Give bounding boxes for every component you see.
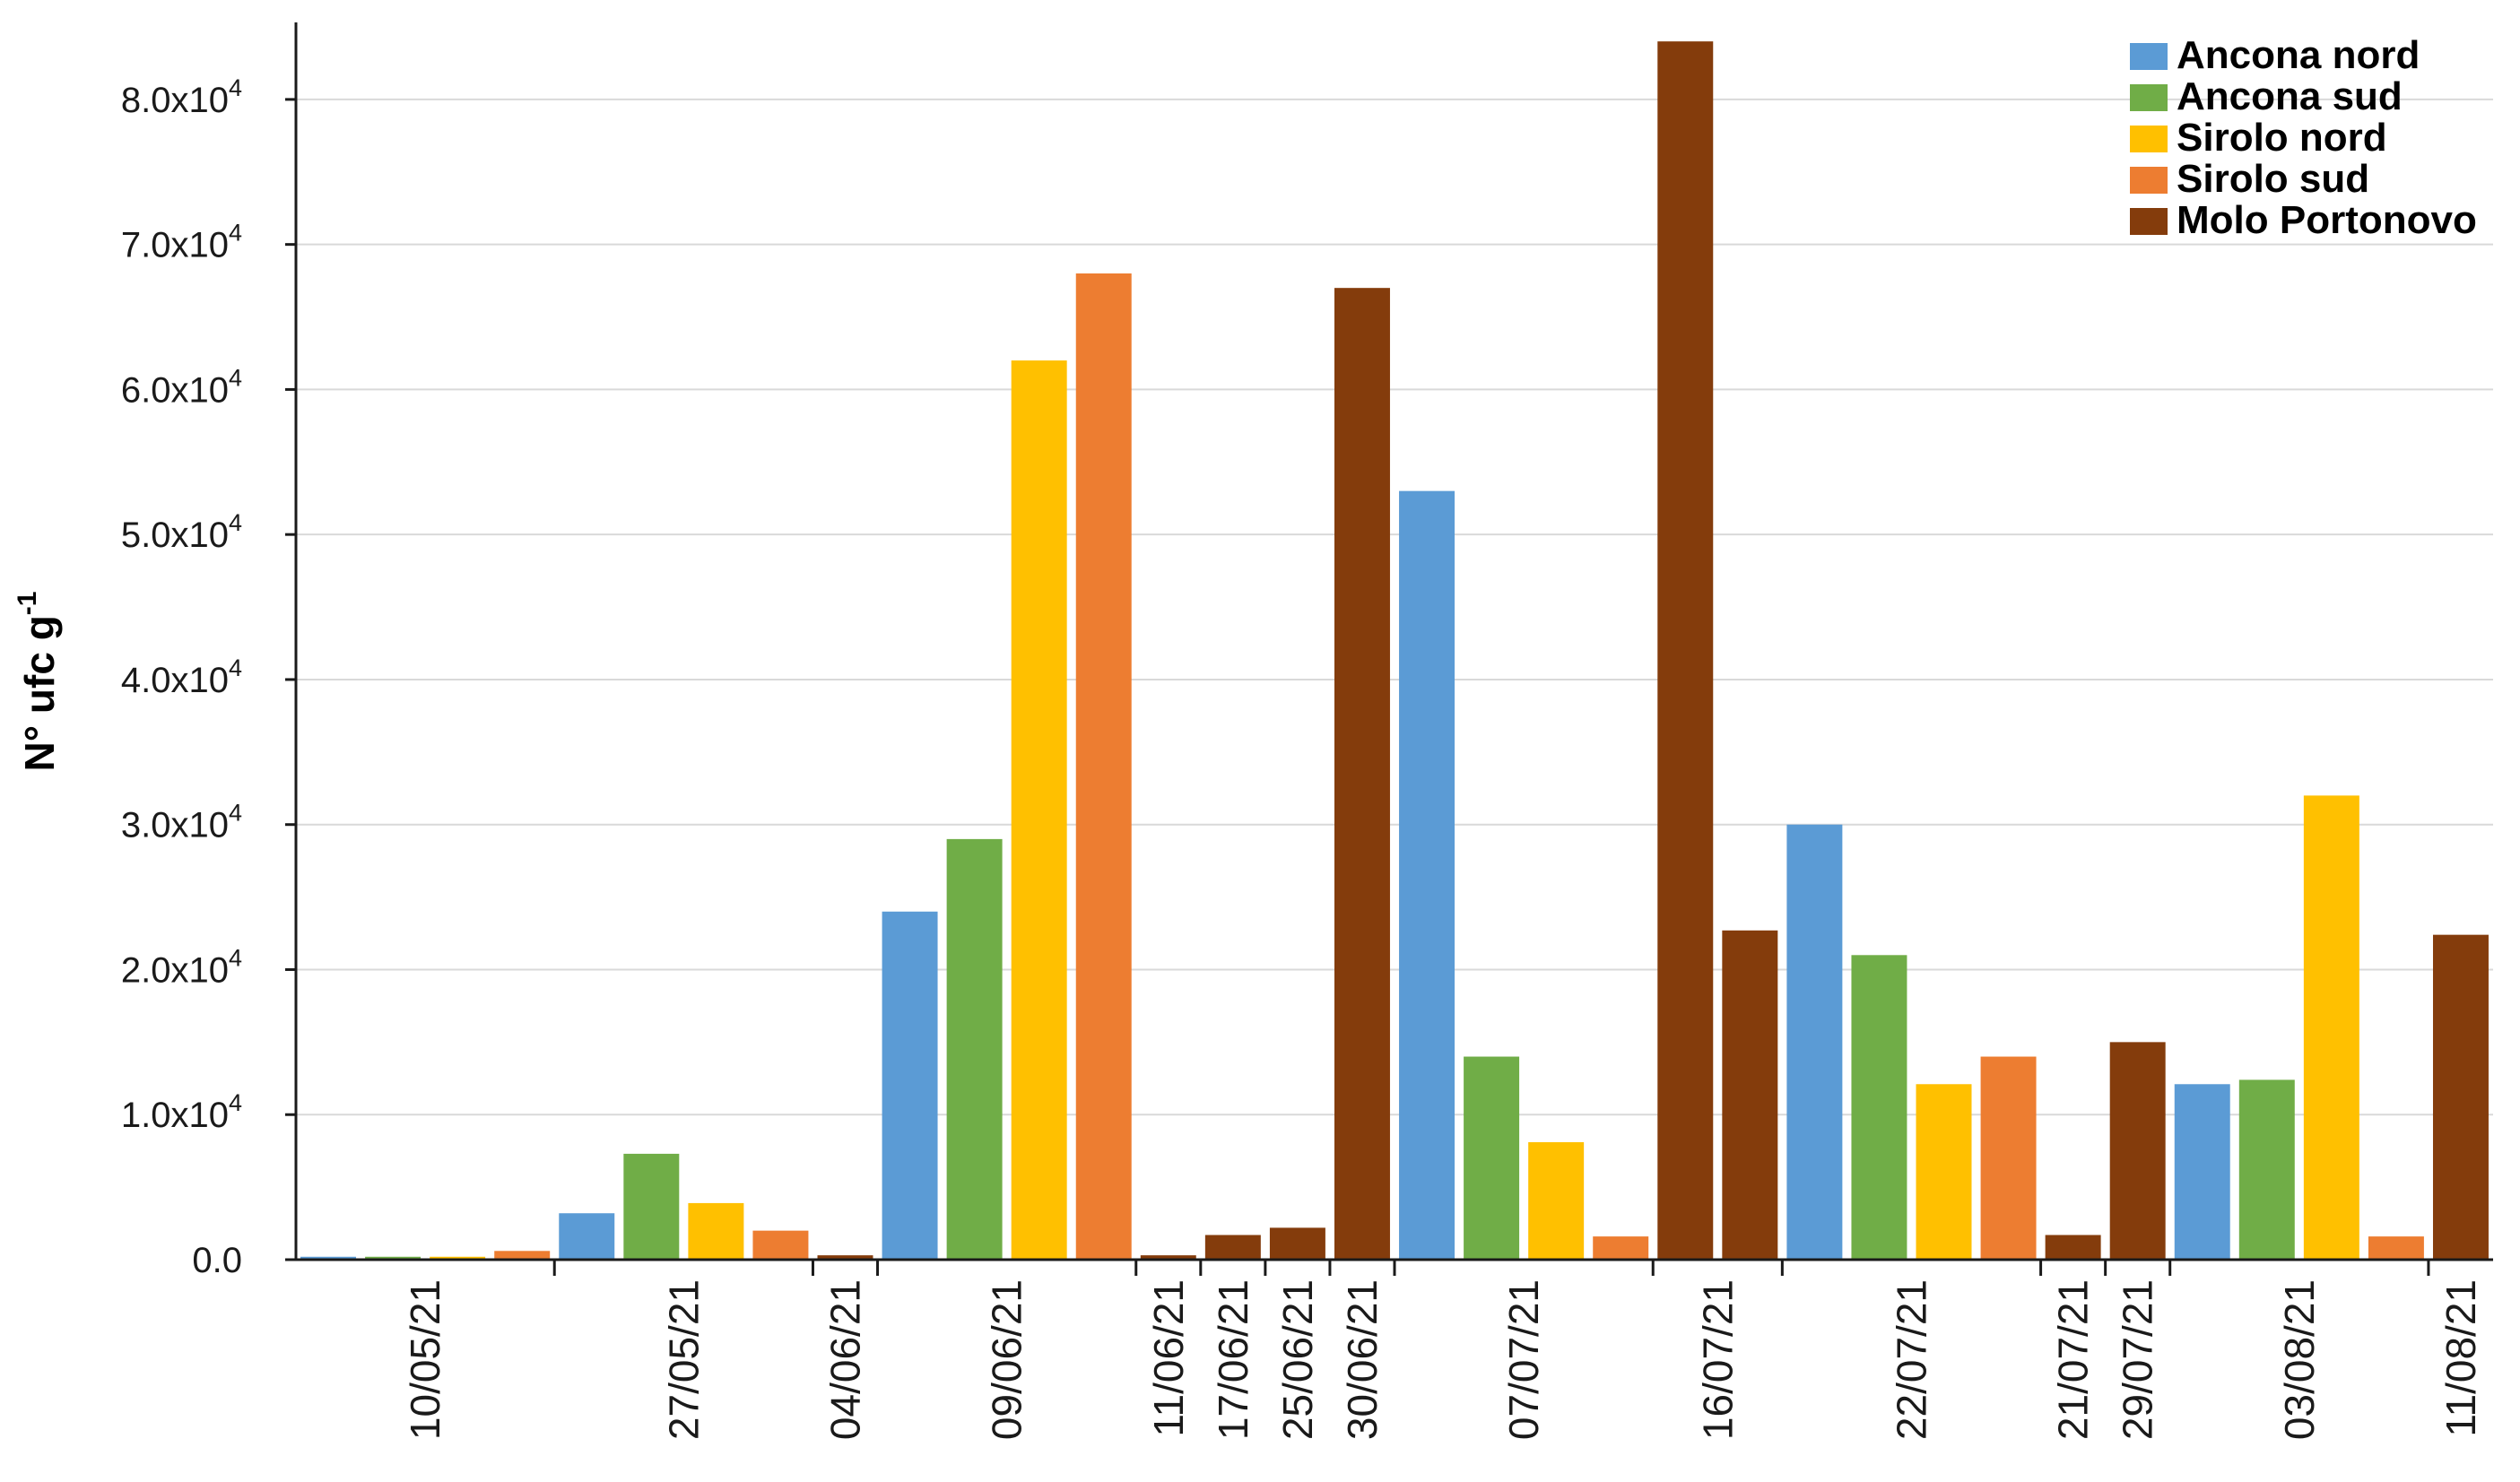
y-tick-label: 2.0x104 [121, 944, 242, 990]
x-tick-label: 11/08/21 [2437, 1279, 2484, 1437]
legend-label: Ancona sud [2177, 74, 2403, 118]
bar-molo-portonovo [1334, 288, 1390, 1260]
bar-ancona-sud [1464, 1056, 1520, 1260]
y-tick-exponent: 4 [229, 1089, 242, 1116]
bar-sirolo-sud [752, 1230, 809, 1260]
y-tick-exponent: 4 [229, 364, 242, 391]
x-tick-label: 22/07/21 [1888, 1279, 1934, 1440]
y-tick-exponent: 4 [229, 654, 242, 681]
bar-ancona-nord [882, 911, 938, 1260]
y-tick-label: 1.0x104 [121, 1089, 242, 1135]
x-tick-label: 16/07/21 [1694, 1279, 1741, 1440]
bar-ancona-nord [1786, 824, 1843, 1260]
x-tick-label: 27/05/21 [660, 1279, 707, 1440]
legend-label: Ancona nord [2177, 33, 2420, 77]
bar-sirolo-nord [1528, 1141, 1585, 1260]
bar-ancona-nord [1399, 490, 1456, 1260]
bar-ancona-sud [2238, 1079, 2295, 1260]
bars [300, 41, 2489, 1260]
y-tick-label: 6.0x104 [121, 364, 242, 410]
bar-sirolo-sud [1075, 273, 1132, 1260]
x-axis-ticks: 10/05/21 27/05/21 04/06/21 09/06/21 11/06/21… [402, 1260, 2484, 1440]
y-tick-mantissa: 3.0x10 [121, 806, 229, 845]
bar-molo-portonovo [2045, 1235, 2101, 1260]
legend-label: Sirolo nord [2177, 116, 2387, 160]
legend-swatch [2130, 43, 2168, 70]
y-axis-label-text: N° ufc g [16, 615, 63, 771]
bar-sirolo-nord [1916, 1084, 1972, 1260]
legend-swatch [2130, 84, 2168, 111]
y-tick-label: 8.0x104 [121, 74, 242, 120]
bar-sirolo-sud [1593, 1236, 1649, 1260]
y-tick-exponent: 4 [229, 800, 242, 827]
x-tick-label: 25/06/21 [1274, 1279, 1321, 1440]
bar-sirolo-sud [1980, 1056, 2037, 1260]
y-tick-label: 7.0x104 [121, 220, 242, 265]
y-tick-mantissa: 2.0x10 [121, 950, 229, 990]
bar-ancona-sud [623, 1153, 680, 1260]
legend-swatch [2130, 126, 2168, 152]
y-tick-exponent: 4 [229, 220, 242, 247]
legend-swatch [2130, 167, 2168, 194]
gridlines [296, 98, 2493, 1116]
bar-ancona-nord [559, 1213, 615, 1260]
bar-molo-portonovo [1140, 1255, 1196, 1260]
legend-label: Sirolo sud [2177, 157, 2369, 201]
x-tick-label: 17/06/21 [1210, 1279, 1256, 1440]
y-tick-mantissa: 4.0x10 [121, 661, 229, 700]
x-tick-label: 04/06/21 [822, 1279, 869, 1440]
bar-ancona-nord [2174, 1084, 2230, 1260]
y-tick-mantissa: 6.0x10 [121, 370, 229, 410]
x-tick-label: 10/05/21 [402, 1279, 448, 1440]
y-axis-label-superscript: -1 [13, 592, 42, 616]
bar-molo-portonovo [1722, 930, 1778, 1260]
y-tick-mantissa: 5.0x10 [121, 516, 229, 555]
bar-molo-portonovo [1269, 1227, 1325, 1260]
bar-sirolo-nord [430, 1256, 486, 1260]
y-tick-label: 3.0x104 [121, 800, 242, 845]
legend-label: Molo Portonovo [2177, 198, 2477, 242]
bar-sirolo-sud [2368, 1236, 2424, 1260]
bar-molo-portonovo [817, 1255, 873, 1260]
y-tick-mantissa: 1.0x10 [121, 1096, 229, 1135]
bar-sirolo-nord [688, 1202, 744, 1260]
y-tick-label: 4.0x104 [121, 654, 242, 700]
bar-ancona-nord [300, 1256, 357, 1260]
y-tick-exponent: 4 [229, 944, 242, 971]
x-tick-label: 11/06/21 [1145, 1279, 1192, 1437]
bar-ancona-sud [1851, 955, 1907, 1260]
y-axis-ticks: 0.01.0x1042.0x1043.0x1044.0x1045.0x1046.… [121, 74, 296, 1280]
bar-ancona-sud [946, 838, 1003, 1260]
bar-molo-portonovo [1204, 1235, 1261, 1260]
bar-molo-portonovo [2432, 934, 2489, 1260]
y-tick-exponent: 4 [229, 74, 242, 101]
y-tick-exponent: 4 [229, 509, 242, 536]
bar-molo-portonovo [2109, 1042, 2166, 1260]
x-tick-label: 29/07/21 [2115, 1279, 2161, 1440]
x-tick-label: 21/07/21 [2050, 1279, 2097, 1440]
y-tick-label: 5.0x104 [121, 509, 242, 555]
y-tick-mantissa: 7.0x10 [121, 226, 229, 265]
x-tick-label: 09/06/21 [984, 1279, 1030, 1440]
legend-swatch [2130, 208, 2168, 235]
bar-sirolo-nord [2303, 795, 2359, 1260]
y-tick-mantissa: 8.0x10 [121, 81, 229, 120]
bar-sirolo-nord [1011, 360, 1067, 1260]
bar-sirolo-sud [494, 1251, 551, 1260]
x-tick-label: 07/07/21 [1500, 1279, 1547, 1440]
x-tick-label: 30/06/21 [1339, 1279, 1386, 1440]
bar-molo-portonovo [1657, 41, 1714, 1260]
x-tick-label: 03/08/21 [2276, 1279, 2323, 1440]
bar-ancona-sud [365, 1256, 421, 1260]
y-axis-label: N° ufc g-1 [13, 592, 63, 772]
y-tick-label: 0.0 [192, 1241, 242, 1280]
